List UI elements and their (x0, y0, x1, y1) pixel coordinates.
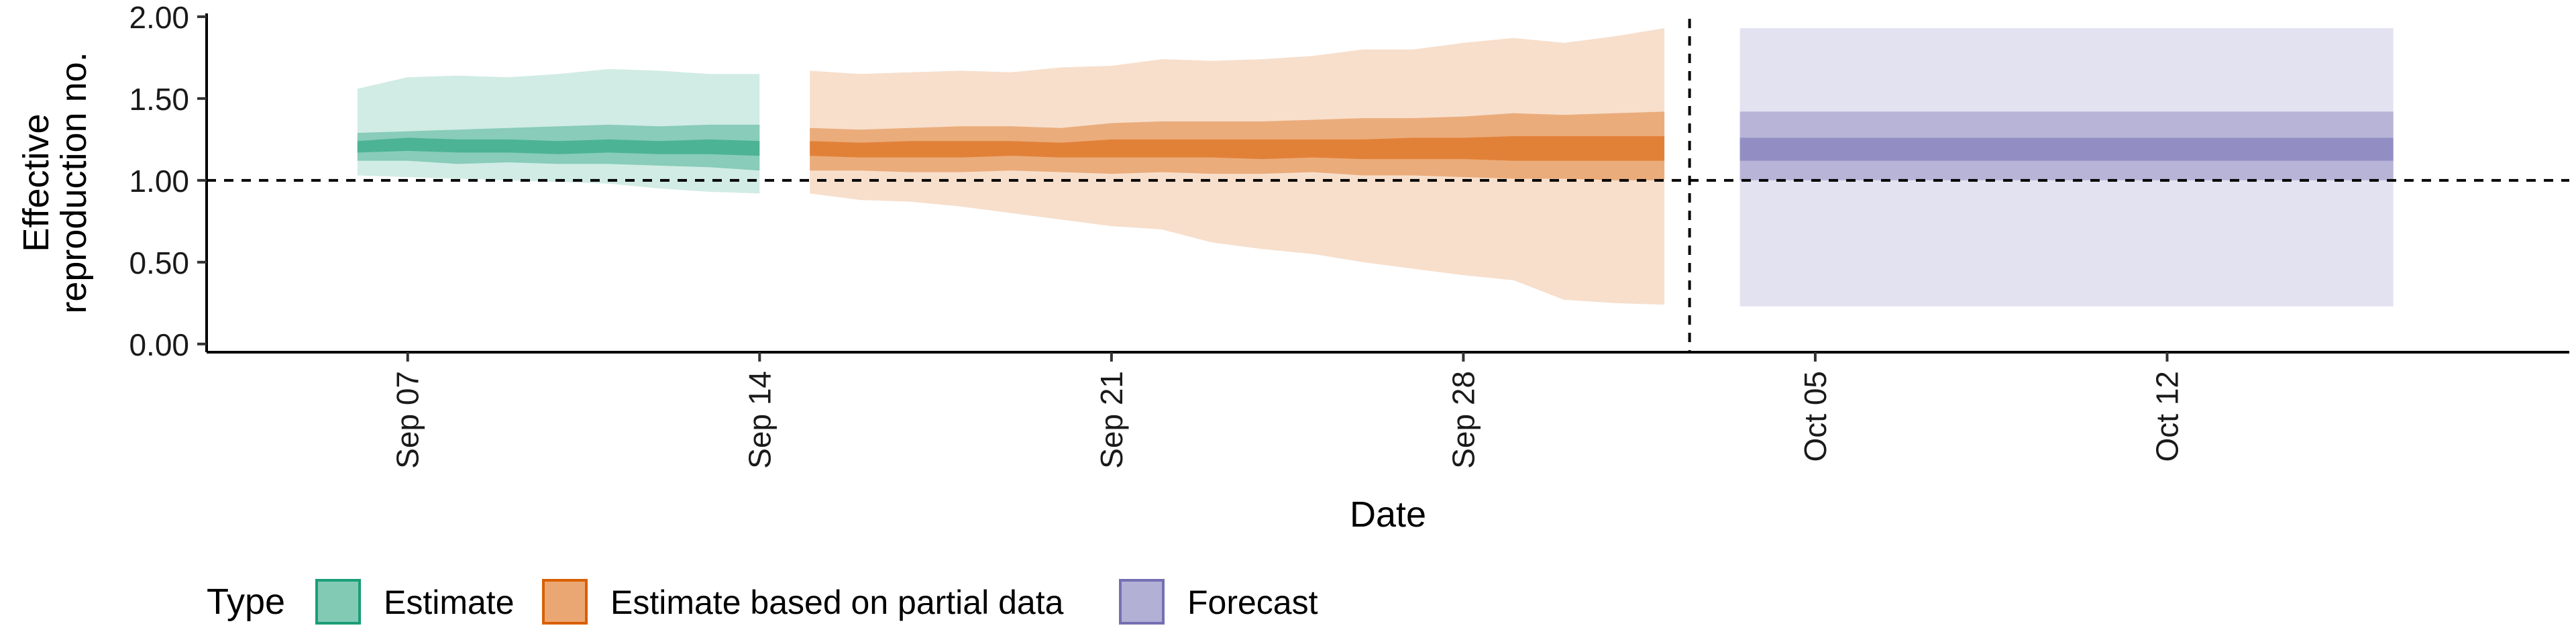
x-tick-label: Sep 07 (390, 371, 425, 469)
legend-label-0: Estimate (384, 584, 515, 621)
x-tick-label: Oct 12 (2150, 371, 2185, 462)
ribbon-0-ci90 (357, 68, 760, 194)
x-tick-label: Sep 28 (1446, 371, 1481, 469)
legend-key-1 (542, 579, 588, 625)
y-tick-label: 1.50 (129, 82, 189, 117)
y-tick-label: 2.00 (129, 0, 189, 35)
ribbon-2-ci20 (1739, 138, 2394, 161)
ribbon-2-ci90 (1739, 28, 2394, 307)
ribbon-0-ci20 (357, 138, 760, 156)
y-tick-label: 0.00 (129, 327, 189, 362)
reference-lines (207, 19, 2569, 352)
y-axis-title: Effective reproduction no. (16, 52, 94, 313)
axes (205, 13, 2569, 354)
legend-key-2 (1119, 579, 1165, 625)
ribbon-1-ci20 (810, 136, 1665, 161)
legend-key-0 (315, 579, 361, 625)
legend-title: Type (207, 582, 285, 622)
x-tick-label: Sep 21 (1094, 371, 1129, 469)
x-tick-label: Sep 14 (742, 371, 777, 469)
legend-label-2: Forecast (1187, 584, 1318, 621)
legend-label-1: Estimate based on partial data (610, 584, 1064, 621)
x-axis-ticks: Sep 07 Sep 14 Sep 21 Sep 28 Oct 05 Oct 12 (390, 352, 2185, 469)
ribbon-1-ci90 (810, 28, 1665, 305)
x-axis-title: Date (1350, 494, 1426, 535)
y-axis-title-line-2: reproduction no. (54, 52, 94, 313)
y-axis-title-line-1: Effective (16, 113, 56, 252)
y-tick-label: 1.00 (129, 164, 189, 199)
ribbon-layer (357, 28, 2394, 307)
y-axis-ticks: 0.00 0.50 1.00 1.50 2.00 (129, 0, 207, 362)
x-tick-label: Oct 05 (1798, 371, 1833, 462)
y-tick-label: 0.50 (129, 246, 189, 280)
legend: Type Estimate Estimate based on partial d… (207, 579, 1318, 625)
